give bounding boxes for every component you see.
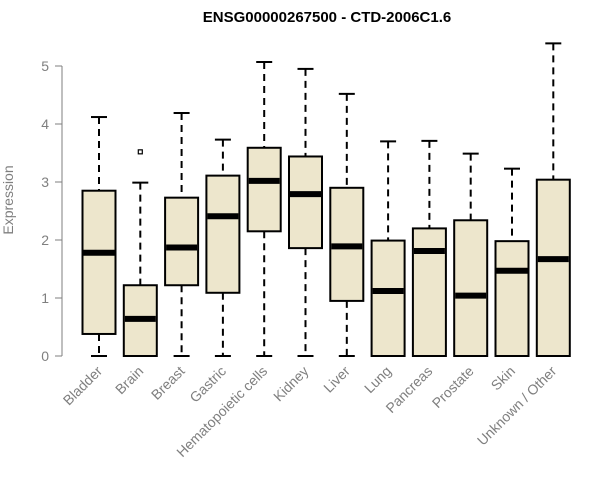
iqr-box [288,155,323,250]
iqr-box [370,239,406,357]
iqr-box [535,178,571,357]
x-tick-label: Skin [488,363,519,394]
iqr-box [453,219,489,357]
box-prostate [453,152,489,357]
box-kidney [288,67,323,357]
box-lung [370,140,406,357]
iqr-box [205,174,241,294]
box-hematopoietic-cells [246,60,282,357]
y-tick-label: 1 [41,290,49,306]
x-tick-label: Liver [320,363,353,396]
y-axis-label: Expression [0,165,16,234]
box-unknown-other [535,42,571,357]
box-breast [164,111,200,357]
x-tick-label: Prostate [429,363,477,411]
iqr-box [246,146,282,233]
y-tick-label: 4 [41,116,49,132]
box-liver [329,92,365,357]
x-tick-label: Breast [148,363,188,403]
x-tick-label: Lung [361,363,394,396]
x-tick-label: Kidney [270,363,312,405]
y-axis: 0 1 2 3 4 5 [41,58,63,364]
y-tick-label: 3 [41,174,49,190]
x-tick-label: Bladder [60,363,106,409]
y-tick-label: 5 [41,58,49,74]
x-tick-label: Brain [112,363,146,397]
iqr-box [494,240,530,357]
iqr-box [411,227,447,357]
y-tick-label: 0 [41,348,49,364]
box-brain [122,149,158,357]
box-gastric [205,138,241,357]
box-skin [494,167,530,357]
iqr-box [164,196,200,287]
box-bladder [81,116,117,357]
box-series [81,42,571,357]
chart-title: ENSG00000267500 - CTD-2006C1.6 [203,9,451,26]
y-tick-label: 2 [41,232,49,248]
iqr-box [81,189,117,335]
outlier-point [137,149,143,155]
box-pancreas [411,139,447,357]
